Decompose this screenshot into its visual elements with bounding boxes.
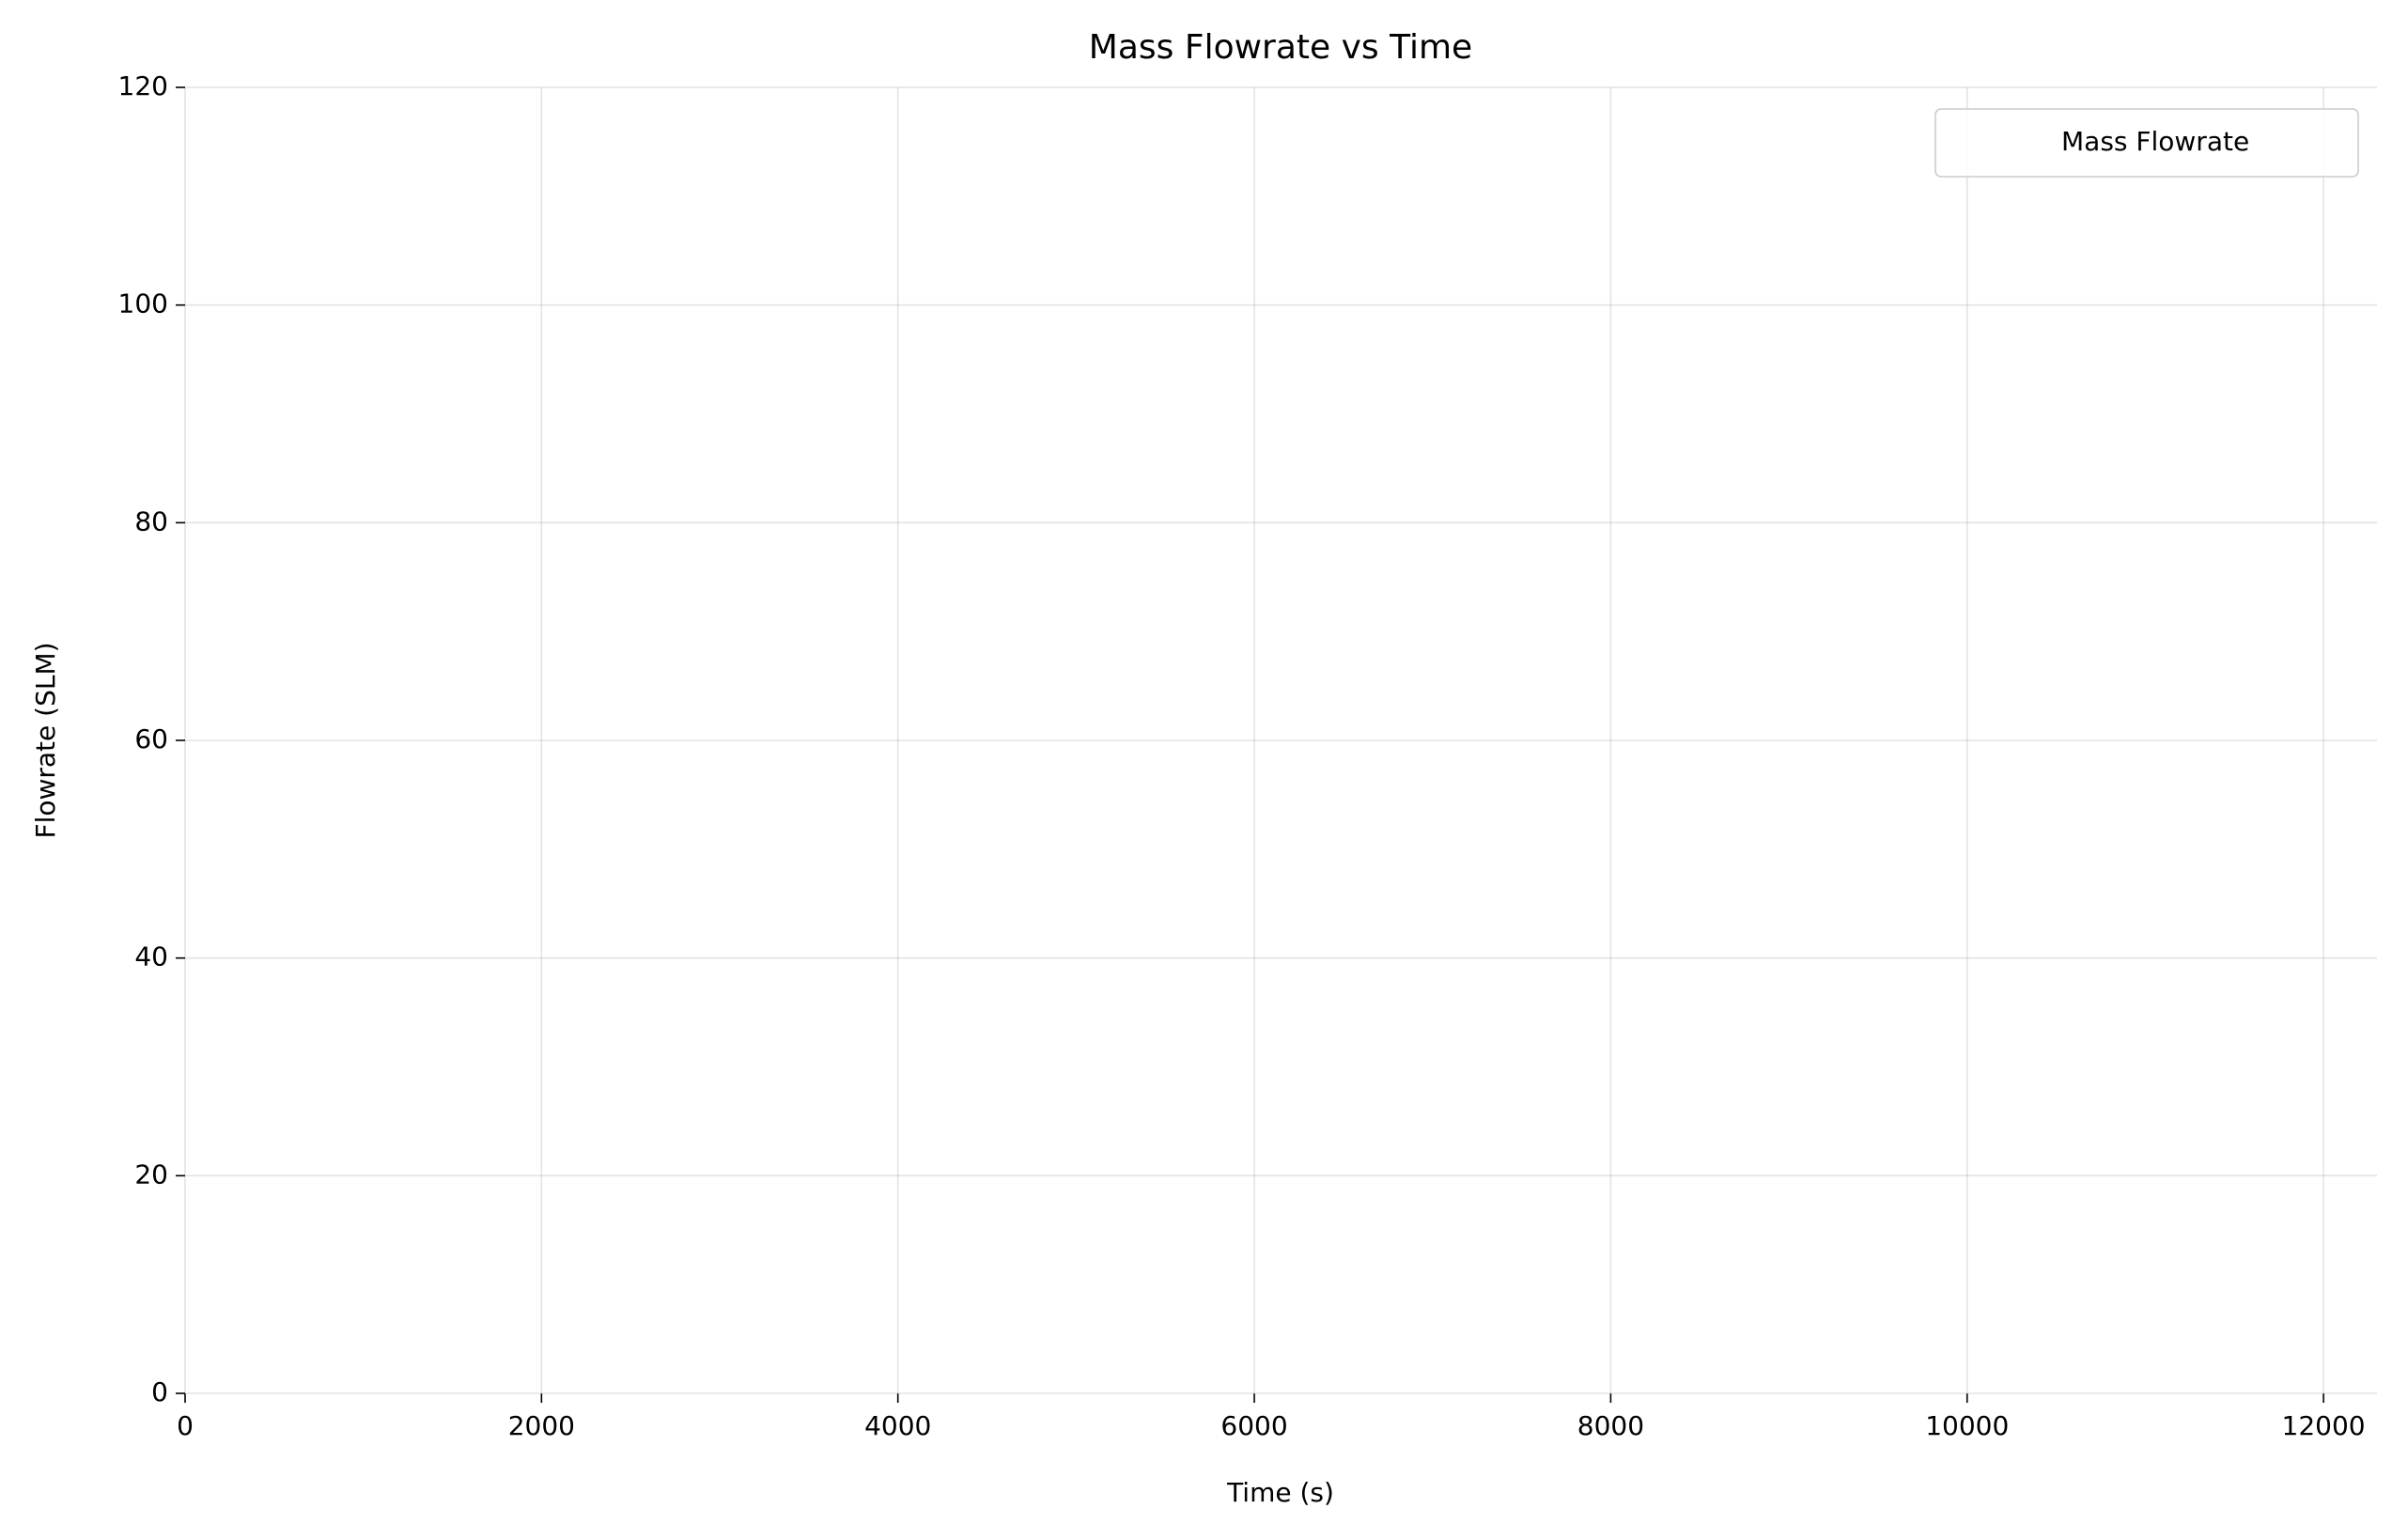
y-tick-label: 80 xyxy=(134,505,168,536)
x-tick-label: 4000 xyxy=(864,1410,931,1441)
y-tick-label: 60 xyxy=(134,723,168,754)
x-tick-label: 0 xyxy=(177,1410,194,1441)
legend-box xyxy=(1934,108,2359,178)
chart-title: Mass Flowrate vs Time xyxy=(1089,28,1472,67)
x-tick-label: 6000 xyxy=(1220,1410,1287,1441)
x-tick-label: 10000 xyxy=(1925,1410,2009,1441)
legend: Mass Flowrate xyxy=(1934,108,2359,178)
x-tick-label: 2000 xyxy=(508,1410,575,1441)
y-axis-label: Flowrate (SLM) xyxy=(30,642,61,838)
x-axis-label: Time (s) xyxy=(1226,1477,1334,1508)
y-tick-label: 100 xyxy=(118,288,168,319)
y-tick-label: 0 xyxy=(151,1376,168,1407)
x-tick-label: 12000 xyxy=(2282,1410,2366,1441)
y-tick-label: 120 xyxy=(118,70,168,101)
x-tick-label: 8000 xyxy=(1577,1410,1644,1441)
legend-label: Mass Flowrate xyxy=(2061,126,2249,157)
y-tick-label: 40 xyxy=(134,941,168,972)
y-tick-label: 20 xyxy=(134,1158,168,1189)
